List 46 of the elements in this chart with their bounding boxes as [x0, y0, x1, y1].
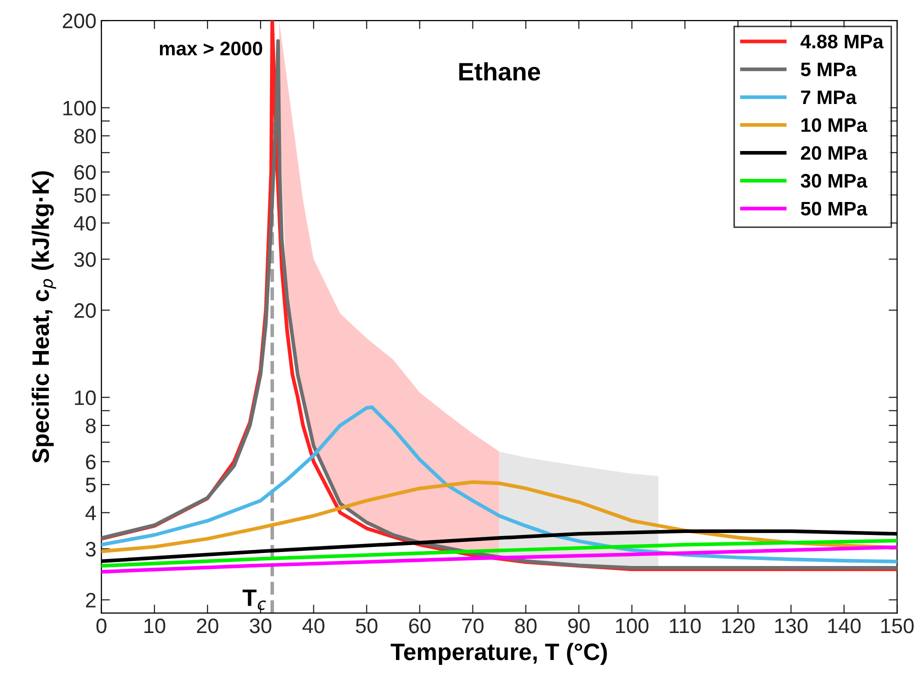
y-tick-label: 50	[74, 188, 96, 203]
x-tick-label: 110	[670, 618, 701, 634]
line-series	[101, 405, 898, 564]
legend-label: 50 MPa	[800, 202, 868, 216]
ref-line-label: T$_{c}$	[242, 590, 266, 610]
legend-label: 7 MPa	[801, 90, 857, 104]
x-tick-label: 10	[144, 618, 166, 634]
x-axis-title: Temperature, T (°C)	[390, 642, 607, 665]
x-tick-label: 130	[775, 618, 808, 634]
x-tick-label: 90	[568, 618, 590, 634]
x-tick-label: 40	[302, 618, 324, 634]
y-tick-label: 100	[63, 100, 96, 116]
line-series	[101, 545, 898, 574]
legend-label: 4.88 MPa	[800, 34, 884, 48]
x-tick-label: 140	[828, 618, 861, 634]
x-tick-label: 60	[409, 618, 430, 634]
x-tick-label: 70	[462, 618, 484, 634]
annotation: max > 2000	[160, 42, 262, 56]
y-tick-label: 10	[74, 390, 96, 406]
y-tick-label: 5	[86, 478, 96, 492]
y-tick-label: 80	[74, 128, 96, 144]
y-tick-label: 30	[74, 252, 96, 267]
x-tick-label: 0	[96, 618, 106, 634]
x-tick-label: 120	[722, 618, 755, 634]
y-tick-label: 3	[86, 542, 96, 557]
y-tick-label: 40	[74, 216, 96, 231]
legend-label: 20 MPa	[800, 146, 868, 160]
y-axis-title: Specific Heat, c$_{p}$ (kJ/kg·K)	[32, 171, 56, 463]
y-tick-label: 8	[86, 418, 96, 434]
legend-label: 10 MPa	[801, 118, 868, 132]
y-tick-label: 4	[85, 506, 96, 520]
legend-label: 5 MPa	[800, 62, 857, 76]
x-tick-label: 20	[196, 618, 218, 634]
y-tick-label: 20	[74, 303, 96, 318]
x-tick-label: 150	[881, 618, 914, 634]
x-tick-label: 30	[250, 618, 272, 634]
y-tick-label: 60	[74, 164, 96, 180]
x-tick-label: 80	[515, 618, 537, 634]
y-tick-label: 2	[86, 592, 96, 608]
legend-label: 30 MPa	[800, 174, 868, 188]
x-tick-label: 100	[616, 618, 648, 634]
y-tick-label: 200	[62, 14, 96, 28]
line-series	[101, 538, 898, 568]
y-tick-label: 6	[86, 454, 96, 470]
x-tick-label: 50	[356, 618, 378, 634]
text: Ethane	[459, 62, 540, 81]
